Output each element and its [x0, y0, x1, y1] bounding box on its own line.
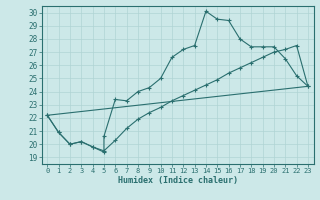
X-axis label: Humidex (Indice chaleur): Humidex (Indice chaleur)	[118, 176, 237, 185]
